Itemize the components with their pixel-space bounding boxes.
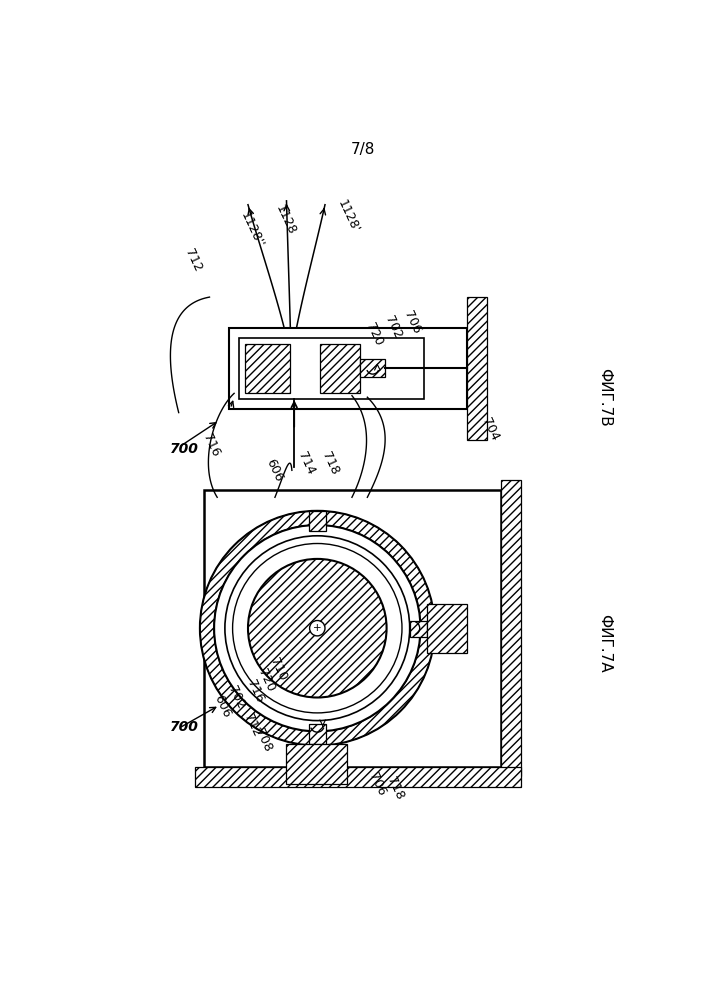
Text: 1128: 1128 bbox=[274, 203, 298, 237]
Text: ФИГ.7В: ФИГ.7В bbox=[597, 368, 612, 427]
Circle shape bbox=[200, 511, 434, 745]
Text: 706: 706 bbox=[402, 308, 423, 336]
Text: 7/8: 7/8 bbox=[351, 142, 375, 157]
Bar bbox=[320, 344, 361, 393]
Text: +: + bbox=[313, 623, 322, 633]
Text: ФИГ.7А: ФИГ.7А bbox=[597, 614, 612, 673]
Wedge shape bbox=[200, 511, 434, 745]
Bar bbox=[467, 297, 487, 440]
Circle shape bbox=[225, 536, 409, 721]
Text: 702: 702 bbox=[225, 684, 247, 711]
Bar bbox=[309, 511, 326, 531]
Text: 712: 712 bbox=[241, 712, 263, 739]
Text: 700: 700 bbox=[170, 442, 199, 456]
Bar bbox=[409, 620, 426, 637]
Text: 714: 714 bbox=[295, 450, 317, 477]
Text: 702: 702 bbox=[382, 314, 404, 341]
Bar bbox=[361, 359, 385, 377]
Bar bbox=[309, 724, 326, 744]
Text: 712: 712 bbox=[182, 247, 204, 274]
Circle shape bbox=[310, 620, 325, 636]
Text: 1128': 1128' bbox=[335, 197, 361, 235]
Text: 716: 716 bbox=[244, 678, 266, 705]
Circle shape bbox=[233, 544, 402, 713]
Circle shape bbox=[214, 525, 421, 731]
Text: 706: 706 bbox=[366, 770, 387, 798]
Bar bbox=[229, 328, 467, 409]
Text: 700: 700 bbox=[170, 720, 199, 734]
Text: 720: 720 bbox=[256, 666, 278, 694]
Bar bbox=[195, 767, 520, 787]
Bar bbox=[239, 338, 423, 399]
Bar bbox=[501, 480, 520, 776]
Bar bbox=[204, 490, 501, 767]
Text: 718: 718 bbox=[385, 775, 406, 802]
Text: 704: 704 bbox=[479, 415, 501, 443]
Text: 718: 718 bbox=[319, 450, 341, 477]
Bar bbox=[245, 344, 290, 393]
Text: 716: 716 bbox=[200, 432, 222, 459]
Text: 606: 606 bbox=[211, 693, 233, 720]
Bar bbox=[286, 744, 347, 784]
Bar bbox=[426, 604, 467, 653]
Text: 1128'': 1128'' bbox=[238, 210, 266, 250]
Text: 720: 720 bbox=[363, 321, 385, 348]
Text: 710: 710 bbox=[267, 656, 289, 683]
Circle shape bbox=[248, 559, 387, 698]
Text: 606: 606 bbox=[264, 456, 285, 483]
Text: 708: 708 bbox=[252, 727, 274, 754]
